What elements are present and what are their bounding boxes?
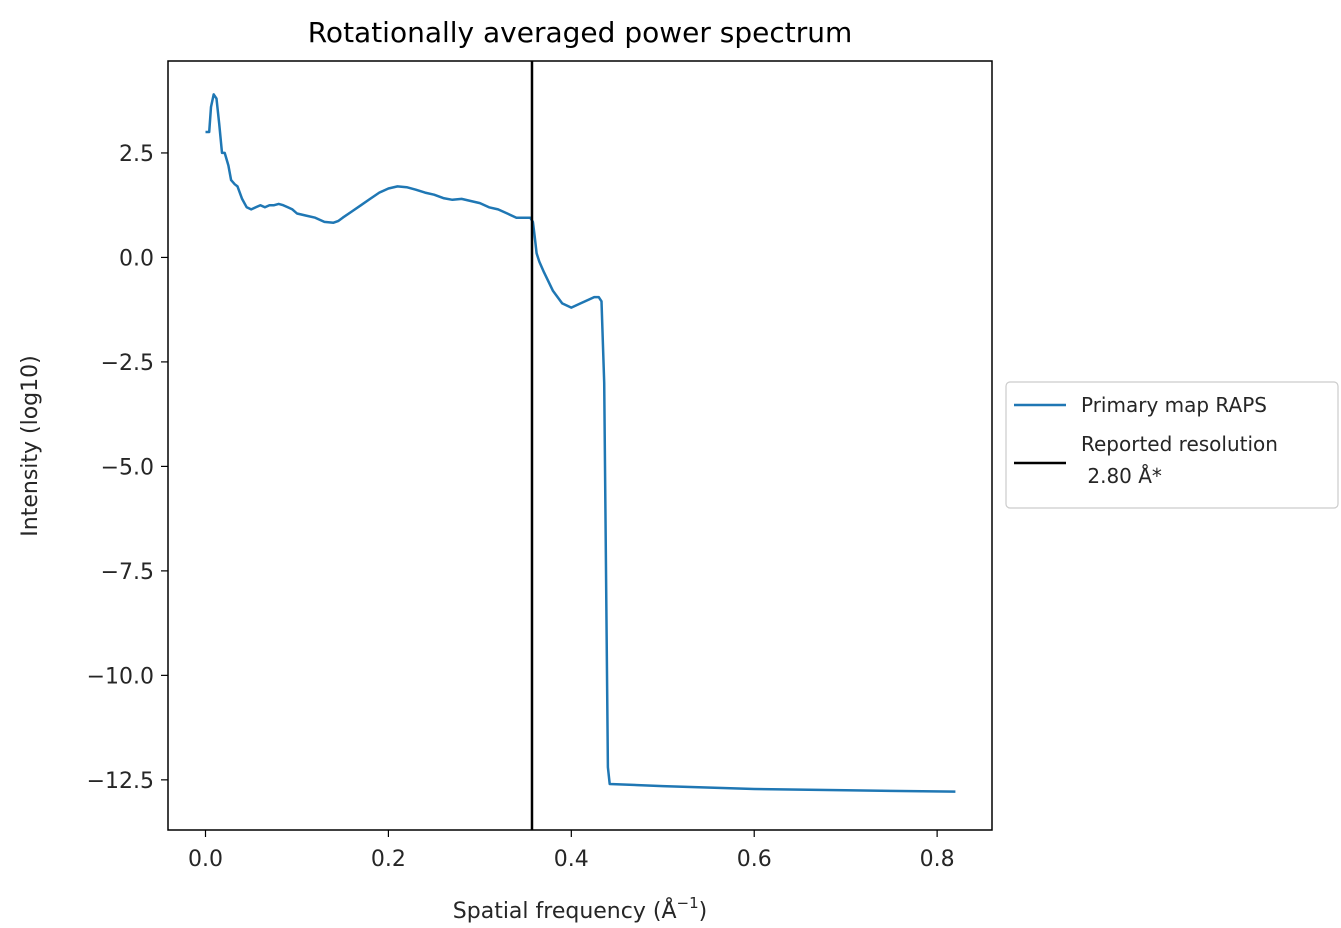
x-tick-label: 0.0 xyxy=(188,847,223,872)
y-tick-label: −2.5 xyxy=(101,351,154,376)
y-axis: 2.5 0.0 −2.5 −5.0 −7.5 −10.0 −12.5 xyxy=(87,142,168,794)
legend-label-raps: Primary map RAPS xyxy=(1081,393,1267,417)
y-tick-label: −12.5 xyxy=(87,769,154,794)
y-tick-label: −10.0 xyxy=(87,664,154,689)
chart-title: Rotationally averaged power spectrum xyxy=(308,16,853,49)
y-axis-label: Intensity (log10) xyxy=(18,355,43,536)
y-tick-label: 2.5 xyxy=(119,142,154,167)
legend: Primary map RAPS Reported resolution 2.8… xyxy=(1005,381,1339,509)
x-axis-label-superscript: −1 xyxy=(677,894,699,912)
x-tick-label: 0.2 xyxy=(371,847,406,872)
y-tick-label: 0.0 xyxy=(119,246,154,271)
legend-label-resolution: Reported resolution 2.80 Å* xyxy=(1081,432,1278,488)
x-tick-label: 0.8 xyxy=(920,847,955,872)
plot-area xyxy=(205,61,956,830)
x-axis: 0.0 0.2 0.4 0.6 0.8 xyxy=(188,830,955,872)
y-tick-label: −5.0 xyxy=(101,455,154,480)
x-tick-label: 0.4 xyxy=(554,847,589,872)
x-tick-label: 0.6 xyxy=(737,847,772,872)
x-axis-label: Spatial frequency (Å−1) xyxy=(453,894,707,924)
legend-box xyxy=(1005,381,1339,509)
y-tick-label: −7.5 xyxy=(101,560,154,585)
series-line-primary-map-raps xyxy=(205,93,956,793)
plot-frame xyxy=(167,60,993,831)
